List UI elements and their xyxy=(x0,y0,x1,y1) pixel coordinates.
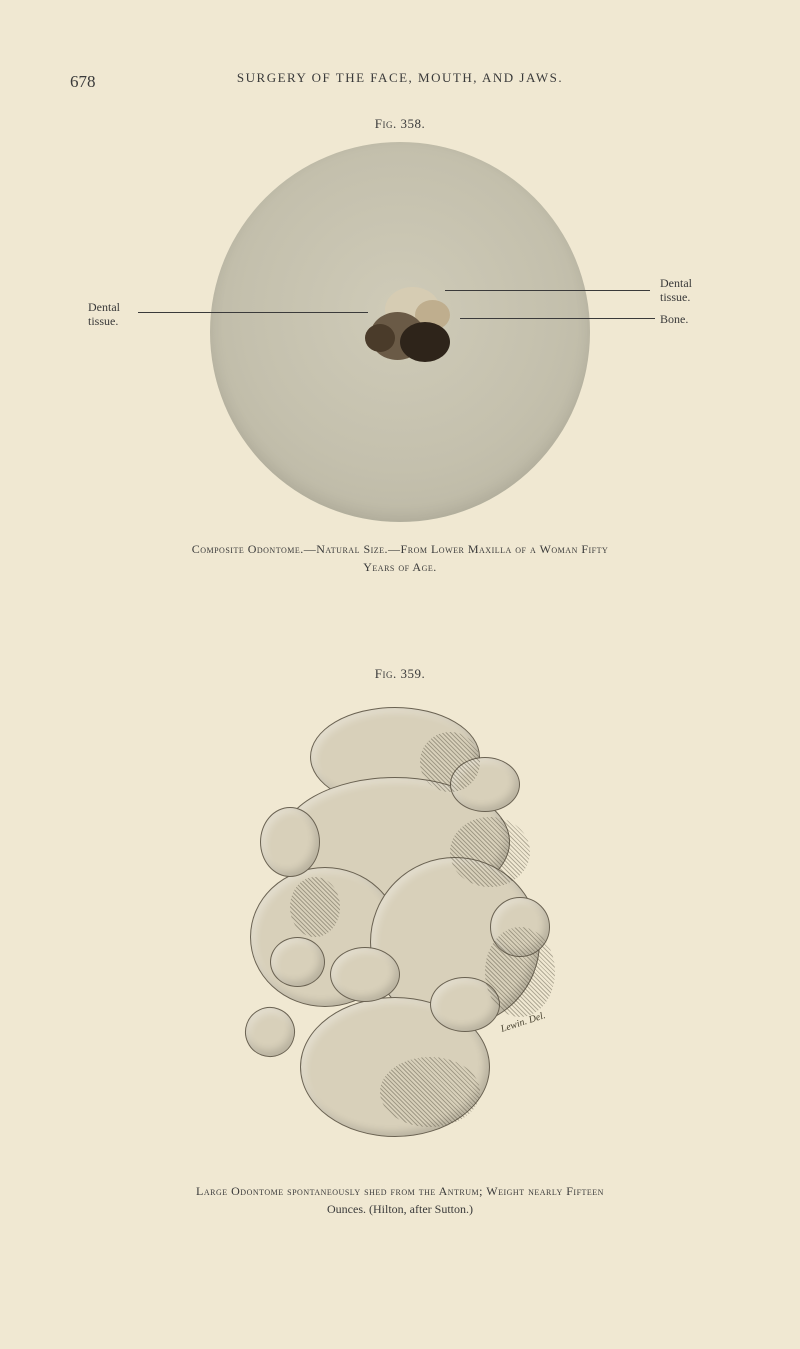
hatch-shadow xyxy=(485,927,555,1017)
specimen-mass xyxy=(400,322,450,362)
caption-text: Years of Age. xyxy=(363,560,437,574)
leader-line xyxy=(138,312,368,313)
hatch-shadow xyxy=(450,817,530,887)
figure-359-engraving: Lewin. Del. xyxy=(190,697,610,1157)
hatch-shadow xyxy=(290,877,340,937)
label-dental-tissue-left: Dental tissue. xyxy=(88,300,138,329)
caption-text: Ounces. (Hilton, after Sutton.) xyxy=(327,1202,473,1216)
mass-lobe xyxy=(238,1000,302,1064)
figure-359: Lewin. Del. xyxy=(190,697,610,1157)
caption-text: Composite Odontome.—Natural Size.—From L… xyxy=(192,542,609,556)
hatch-shadow xyxy=(380,1057,480,1127)
label-dental-tissue-right: Dental tissue. xyxy=(660,276,720,305)
mass-lobe xyxy=(270,937,325,987)
specimen-mass xyxy=(365,324,395,352)
caption-text: Large Odontome spontaneously shed from t… xyxy=(196,1184,604,1198)
figure-358-caption: Composite Odontome.—Natural Size.—From L… xyxy=(60,540,740,576)
figure-358-specimen xyxy=(360,282,460,367)
figure-358-label: Fig. 358. xyxy=(60,116,740,132)
leader-line xyxy=(445,290,650,291)
mass-lobe xyxy=(260,807,320,877)
figure-358: Dental tissue. Dental tissue. Bone. xyxy=(60,142,740,522)
figure-359-label: Fig. 359. xyxy=(60,666,740,682)
hatch-shadow xyxy=(420,732,480,792)
figure-359-caption: Large Odontome spontaneously shed from t… xyxy=(60,1182,740,1218)
label-bone: Bone. xyxy=(660,312,720,326)
page-number: 678 xyxy=(70,72,96,92)
leader-line xyxy=(460,318,655,319)
running-header: SURGERY OF THE FACE, MOUTH, AND JAWS. xyxy=(60,70,740,86)
mass-lobe xyxy=(330,947,400,1002)
